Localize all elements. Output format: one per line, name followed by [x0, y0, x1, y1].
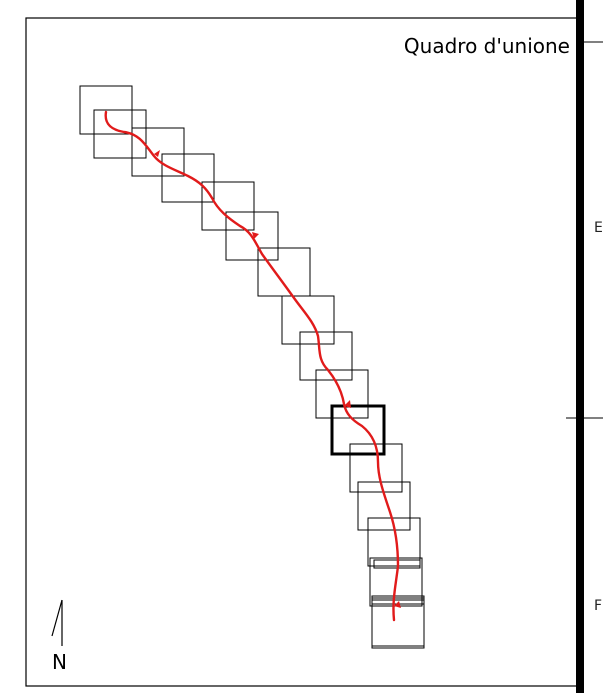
north-arrow-icon [51, 599, 63, 637]
map-border [25, 17, 581, 687]
map-tile[interactable] [299, 331, 353, 381]
map-tile[interactable] [371, 599, 425, 649]
selected-map-tile[interactable] [330, 404, 386, 456]
map-tile[interactable] [161, 153, 215, 203]
map-tile[interactable] [315, 369, 369, 419]
map-tile[interactable] [93, 109, 147, 159]
sheet-edge [576, 0, 584, 693]
map-tile[interactable] [357, 481, 411, 531]
route-arrow [344, 400, 351, 408]
map-tile[interactable] [367, 517, 421, 567]
grid-label-e: E [594, 220, 603, 236]
map-tile[interactable] [131, 127, 185, 177]
route-arrow [154, 150, 160, 157]
map-tile[interactable] [201, 181, 255, 231]
route-line[interactable] [104, 110, 400, 622]
north-arrow-label: N [52, 650, 67, 674]
grid-label-f: F [594, 598, 603, 614]
route-arrow [394, 601, 401, 608]
map-tile[interactable] [257, 247, 311, 297]
map-tile[interactable] [281, 295, 335, 345]
map-tile[interactable] [225, 211, 279, 261]
map-title: Quadro d'unione [360, 30, 576, 62]
route-arrow [252, 232, 259, 239]
tile-index-grid [79, 85, 425, 649]
